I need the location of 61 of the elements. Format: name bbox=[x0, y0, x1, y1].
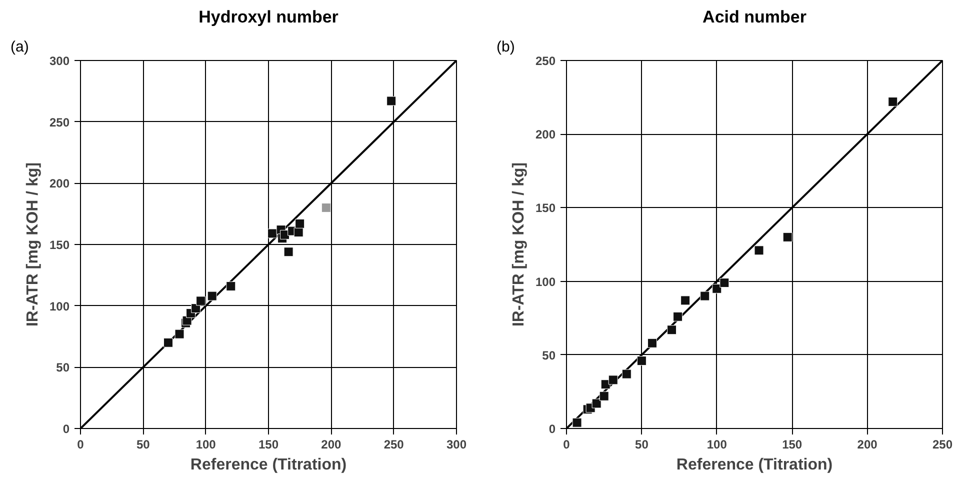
text: (b) bbox=[496, 38, 515, 56]
point bbox=[647, 338, 657, 348]
point bbox=[386, 96, 396, 106]
point bbox=[636, 356, 646, 366]
point bbox=[673, 312, 683, 322]
point bbox=[622, 369, 632, 379]
point bbox=[321, 202, 331, 212]
x-axis-title: Reference (Titration) bbox=[190, 456, 347, 474]
y-axis-title: IR-ATR [mg KOH / kg] bbox=[510, 162, 528, 327]
y-tick-label: 250 bbox=[535, 54, 556, 68]
y-tick-label: 300 bbox=[49, 54, 70, 68]
point bbox=[700, 291, 710, 301]
point bbox=[268, 228, 278, 238]
point bbox=[720, 278, 730, 288]
x-tick-label: 0 bbox=[77, 438, 84, 452]
x-tick-label: 50 bbox=[635, 438, 649, 452]
point bbox=[174, 329, 184, 339]
point bbox=[888, 96, 898, 106]
x-tick-label: 50 bbox=[136, 438, 150, 452]
text: (a) bbox=[10, 38, 29, 56]
y-tick-label: 100 bbox=[535, 274, 556, 289]
point bbox=[754, 246, 764, 256]
x-tick-label: 250 bbox=[384, 438, 404, 452]
point bbox=[667, 325, 677, 335]
x-tick-label: 200 bbox=[857, 438, 878, 452]
x-tick-label: 0 bbox=[563, 438, 570, 452]
chart-title: Hydroxyl number bbox=[198, 8, 339, 26]
point bbox=[284, 247, 294, 257]
y-tick-label: 150 bbox=[535, 201, 556, 216]
point bbox=[592, 398, 602, 408]
x-tick-label: 250 bbox=[932, 438, 953, 452]
y-tick-label: 0 bbox=[62, 422, 70, 436]
point bbox=[680, 296, 690, 306]
x-tick-label: 150 bbox=[782, 438, 802, 452]
y-tick-label: 50 bbox=[542, 348, 556, 362]
point bbox=[207, 291, 217, 301]
y-tick-label: 150 bbox=[49, 238, 70, 252]
x-axis-title: Reference (Titration) bbox=[676, 456, 833, 474]
point bbox=[599, 391, 609, 401]
point bbox=[196, 296, 206, 306]
y-tick-label: 100 bbox=[49, 299, 70, 314]
point bbox=[163, 338, 173, 348]
y-tick-label: 50 bbox=[56, 360, 70, 375]
y-tick-label: 200 bbox=[535, 128, 556, 142]
y-axis-title: IR-ATR [mg KOH / kg] bbox=[24, 162, 42, 327]
point bbox=[294, 227, 304, 237]
y-tick-label: 250 bbox=[49, 115, 70, 130]
x-tick-label: 200 bbox=[321, 438, 342, 452]
x-tick-label: 100 bbox=[196, 438, 216, 452]
x-tick-label: 150 bbox=[258, 438, 279, 452]
point bbox=[712, 284, 722, 294]
point bbox=[572, 418, 582, 428]
point bbox=[295, 218, 305, 228]
x-tick-label: 100 bbox=[706, 438, 728, 452]
point bbox=[782, 232, 792, 242]
y-tick-label: 0 bbox=[548, 422, 556, 436]
point bbox=[608, 375, 618, 385]
x-tick-label: 300 bbox=[446, 438, 467, 452]
chart-title: Acid number bbox=[702, 8, 807, 26]
y-tick-label: 200 bbox=[49, 176, 70, 191]
point bbox=[226, 281, 236, 291]
